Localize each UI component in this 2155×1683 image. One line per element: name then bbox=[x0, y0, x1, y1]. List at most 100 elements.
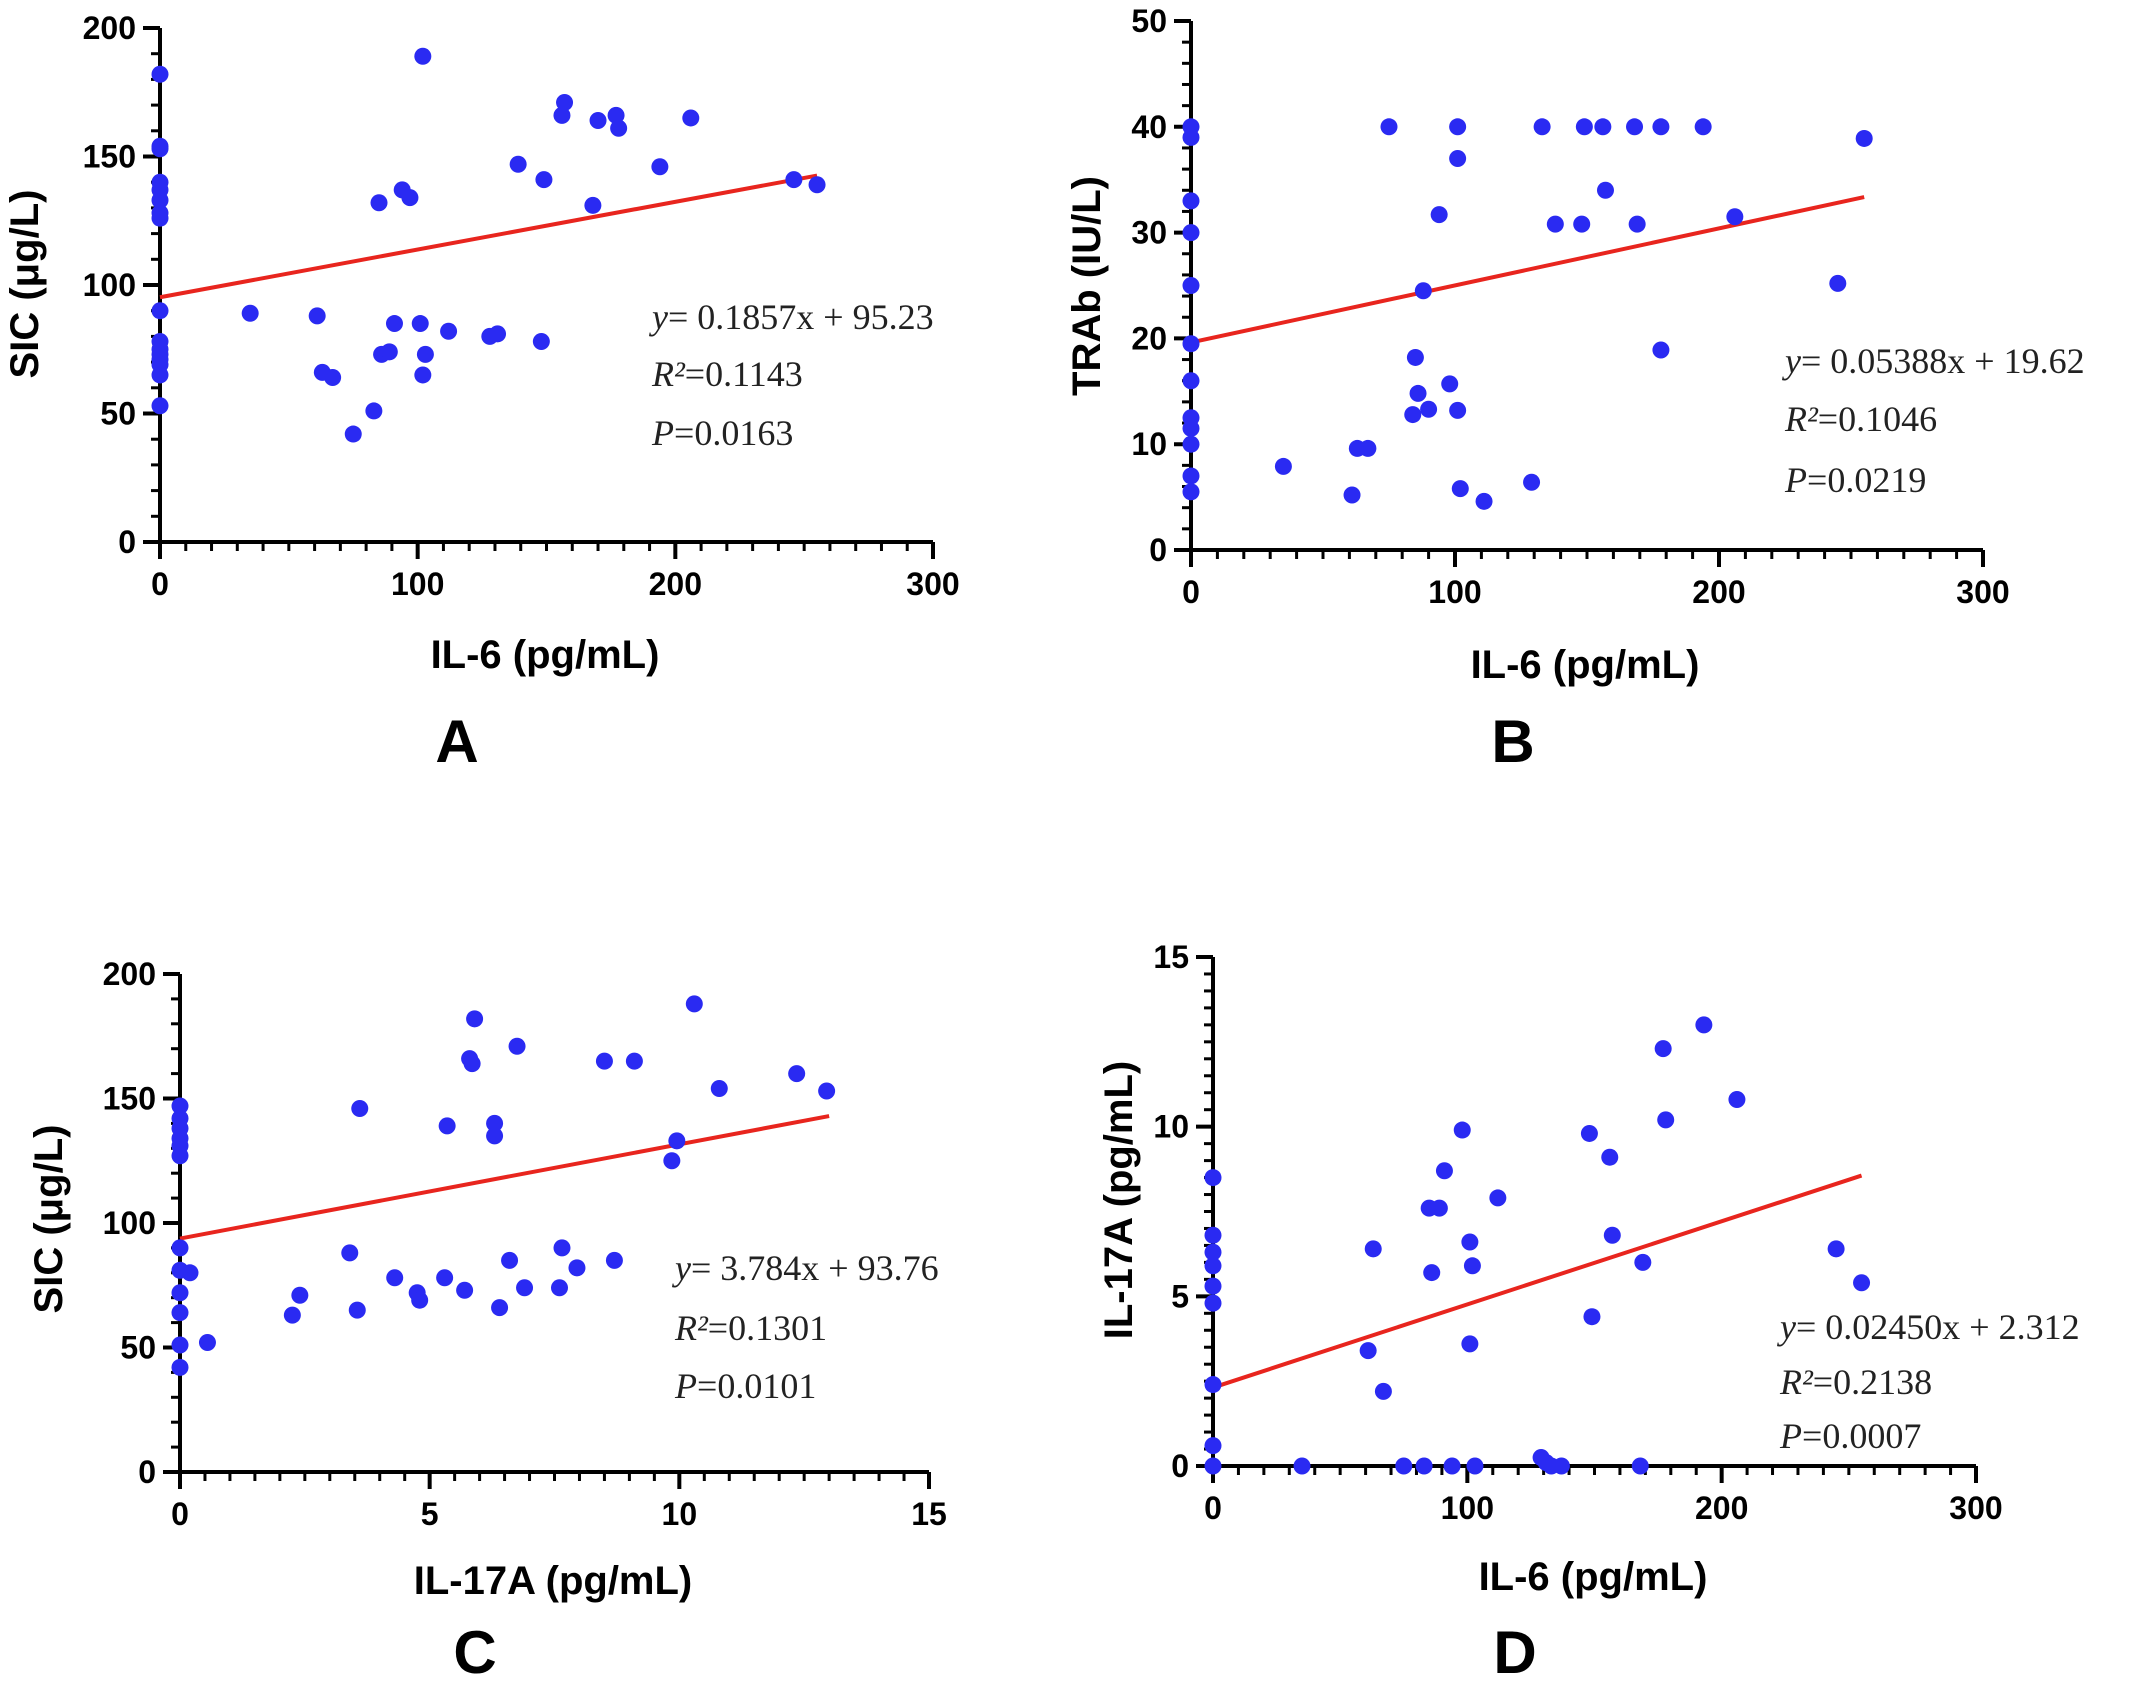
panel-a-data-point bbox=[589, 112, 607, 130]
panel-d-r2: R²=0.2138 bbox=[1779, 1362, 1932, 1402]
panel-a-data-point bbox=[414, 366, 432, 384]
panel-b-data-point bbox=[1182, 419, 1200, 437]
panel-b-data-point bbox=[1475, 492, 1493, 510]
panel-a-label: A bbox=[435, 708, 478, 775]
panel-d-y-tick-label: 15 bbox=[1153, 939, 1189, 975]
panel-b-data-point bbox=[1449, 150, 1467, 168]
panel-b-label: B bbox=[1491, 708, 1534, 775]
panel-a-data-point bbox=[385, 315, 403, 333]
panel-d-x-tick-label: 0 bbox=[1204, 1490, 1222, 1526]
panel-d-data-point bbox=[1415, 1457, 1433, 1475]
panel-a-equation-value: 0.1857x + 95.23 bbox=[697, 297, 933, 337]
panel-b-data-point bbox=[1726, 208, 1744, 226]
panel-b-data-point bbox=[1406, 348, 1424, 366]
panel-d-r2-value: 0.2138 bbox=[1833, 1362, 1932, 1402]
panel-d-data-point bbox=[1204, 1169, 1222, 1187]
panel-c-data-point bbox=[181, 1264, 199, 1282]
panel-c-data-point bbox=[710, 1080, 728, 1098]
panel-c-data-point bbox=[348, 1301, 366, 1319]
panel-c-p-value: 0.0101 bbox=[717, 1366, 816, 1406]
panel-a-data-point bbox=[151, 397, 169, 415]
panel-a-data-point bbox=[151, 366, 169, 384]
panel-d-data-point bbox=[1204, 1376, 1222, 1394]
panel-a-r2-value: 0.1143 bbox=[705, 354, 803, 394]
panel-d-data-point bbox=[1204, 1457, 1222, 1475]
panel-d-data-point bbox=[1552, 1457, 1570, 1475]
panel-a-data-point bbox=[682, 109, 700, 127]
panel-a-data-point bbox=[151, 302, 169, 320]
panel-a-data-point bbox=[241, 304, 259, 322]
panel-d: 0 100 200 300 0 5 10 15 IL-6 (pg/mL) IL-17A (pg… bbox=[1097, 939, 2080, 1683]
panel-a-equation: y= 0.1857x + 95.23 bbox=[649, 297, 934, 337]
panel-c-data-point bbox=[625, 1052, 643, 1070]
panel-c-data-point bbox=[605, 1251, 623, 1269]
panel-b-data-point bbox=[1546, 215, 1564, 233]
panel-b-data-point bbox=[1359, 439, 1377, 457]
panel-a-data-point bbox=[509, 155, 527, 173]
panel-a-y-tick-label: 50 bbox=[100, 396, 136, 432]
panel-d-equation-value: 0.02450x + 2.312 bbox=[1825, 1307, 2079, 1347]
panel-d-y-tick-label: 5 bbox=[1171, 1278, 1189, 1314]
panel-d-equation: y= 0.02450x + 2.312 bbox=[1777, 1307, 2080, 1347]
panel-a-xlabel: IL-6 (pg/mL) bbox=[431, 633, 660, 677]
panel-b-data-point bbox=[1449, 401, 1467, 419]
panel-c-data-point bbox=[171, 1304, 189, 1322]
panel-b-r2-value: 0.1046 bbox=[1838, 399, 1937, 439]
panel-d-data-point bbox=[1827, 1240, 1845, 1258]
panel-c-data-point bbox=[198, 1334, 216, 1352]
panel-d-data-point bbox=[1453, 1121, 1471, 1139]
panel-b-data-point bbox=[1182, 335, 1200, 353]
panel-d-data-point bbox=[1631, 1457, 1649, 1475]
panel-a-y-tick-label: 150 bbox=[83, 139, 136, 175]
panel-b-data-point bbox=[1652, 341, 1670, 359]
panel-c-x-tick-label: 10 bbox=[662, 1496, 698, 1532]
panel-d-data-point bbox=[1583, 1308, 1601, 1326]
panel-d-x-tick-label: 100 bbox=[1441, 1490, 1494, 1526]
panel-c-data-point bbox=[463, 1055, 481, 1073]
panel-c-y-tick-label: 0 bbox=[138, 1454, 156, 1490]
panel-a-x-tick-label: 0 bbox=[151, 566, 169, 602]
panel-a-ylabel: SIC (μg/L) bbox=[3, 190, 47, 379]
panel-c-data-point bbox=[438, 1117, 456, 1135]
panel-b-y-tick-label: 20 bbox=[1131, 320, 1167, 356]
panel-a-p-value: 0.0163 bbox=[694, 413, 793, 453]
panel-c-data-point bbox=[171, 1284, 189, 1302]
panel-c-data-point bbox=[411, 1291, 429, 1309]
panel-a-data-point bbox=[401, 189, 419, 207]
panel-a-data-point bbox=[365, 402, 383, 420]
panel-b-data-point bbox=[1441, 375, 1459, 393]
panel-d-data-point bbox=[1634, 1253, 1652, 1271]
panel-b-x-tick-label: 100 bbox=[1428, 574, 1481, 610]
panel-b-y-tick-label: 40 bbox=[1131, 109, 1167, 145]
panel-a-r2: R²=0.1143 bbox=[651, 354, 803, 394]
panel-a-data-point bbox=[414, 47, 432, 65]
panel-c-data-point bbox=[595, 1052, 613, 1070]
panel-a-data-point bbox=[607, 106, 625, 124]
panel-d-data-point bbox=[1204, 1226, 1222, 1244]
panel-d-data-point bbox=[1657, 1111, 1675, 1129]
panel-a-data-point bbox=[344, 425, 362, 443]
panel-a-x-tick-label: 100 bbox=[391, 566, 444, 602]
panel-d-data-point bbox=[1654, 1040, 1672, 1058]
panel-c-x-tick-label: 15 bbox=[911, 1496, 947, 1532]
panel-d-data-point bbox=[1374, 1382, 1392, 1400]
panel-d-data-point bbox=[1423, 1264, 1441, 1282]
panel-b-regression-line bbox=[1190, 195, 1865, 345]
panel-d-data-point bbox=[1435, 1162, 1453, 1180]
panel-c-data-point bbox=[668, 1132, 686, 1150]
panel-d-data-point bbox=[1603, 1226, 1621, 1244]
panel-d-x-tick-label: 300 bbox=[1949, 1490, 2002, 1526]
panel-c-data-point bbox=[568, 1259, 586, 1277]
panel-c-label: C bbox=[453, 1619, 496, 1683]
panel-a-data-point bbox=[556, 94, 574, 112]
panel-b-x-tick-label: 300 bbox=[1956, 574, 2009, 610]
panel-b: 0 100 200 300 0 10 20 30 40 50 IL-6 (pg/mL) TRAb … bbox=[1065, 3, 2085, 775]
panel-c-x-tick-label: 0 bbox=[171, 1496, 189, 1532]
panel-c-p: P=0.0101 bbox=[674, 1366, 816, 1406]
panel-b-y-tick-label: 0 bbox=[1149, 532, 1167, 568]
panel-b-data-point bbox=[1182, 483, 1200, 501]
panel-a-p: P=0.0163 bbox=[651, 413, 793, 453]
panel-c-data-point bbox=[486, 1114, 504, 1132]
